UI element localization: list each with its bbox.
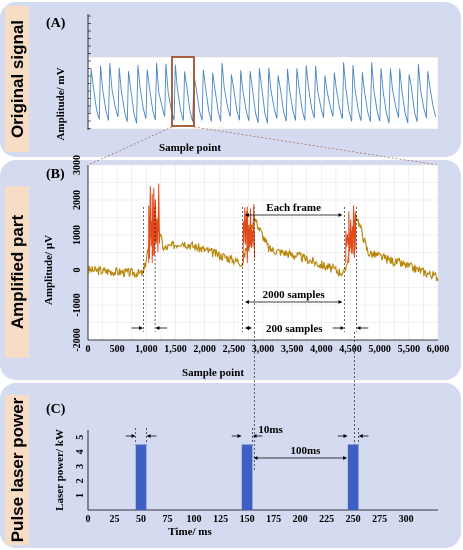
panel-b-xtick-label: 2,500 [223,344,246,355]
panel-b-xtick-label: 5,000 [368,344,391,355]
panel-c-xtick-label: 25 [110,514,120,525]
panel-b-label: (B) [46,167,65,182]
side-label-bottom: Pulse laser power [5,395,29,545]
panel-a-label: (A) [46,16,66,31]
panel-c-background [0,383,461,548]
panel-c-xtick-label: 75 [163,514,173,525]
panel-b-annotations [143,207,357,332]
panel-c-ytick-label: 4 [75,449,86,454]
panel-c-xtick-label: 100 [187,514,202,525]
panel-b-xtick-label: 500 [110,344,125,355]
panel-b-spike [151,183,160,263]
panel-b-y-ticks: -2000 -1000 0 1000 2000 3000 [72,155,83,352]
svg-text:Pulse laser power: Pulse laser power [8,397,27,542]
svg-text:Original signal: Original signal [8,20,27,138]
panel-c-xtick-label: 150 [240,514,255,525]
panel-b-xtick-label: 1,000 [135,344,158,355]
panel-b-xtick-label: 4,000 [310,344,333,355]
each-frame-label: Each frame [266,202,321,214]
panel-c-xtick-label: 275 [372,514,387,525]
panel-b-xtick-label: 3,500 [281,344,304,355]
panel-c-pulses [135,444,359,510]
side-label-middle: Amplified part [5,186,29,358]
panel-b-signal-line [87,213,439,282]
panel-b-xtick-label: 5,500 [398,344,421,355]
panel-a-xlabel: Sample point [159,142,221,154]
panel-c-xtick-label: 225 [319,514,334,525]
zoom-connector-right [193,126,439,166]
panel-b-spike [348,205,357,263]
width-label: 200 samples [266,323,323,335]
panel-c-ytick-label: 2 [75,478,86,483]
panel-b-xtick-label: 2,000 [193,344,216,355]
panel-c-xlabel: Time/ ms [168,526,212,538]
c-period-label: 100ms [290,445,321,457]
panel-b-ytick-label: -1000 [72,293,83,316]
panel-b-ytick-label: 3000 [72,155,83,175]
panel-b-ytick-label: 0 [72,268,83,273]
panel-c-xtick-label: 125 [213,514,228,525]
panel-c-xtick-label: 200 [293,514,308,525]
panel-b-x-ticks: 0 500 1,000 1,500 2,000 2,500 3,000 3,500 4,000 4… [86,344,450,355]
panel-b-xtick-label: 4,500 [339,344,362,355]
panel-c-xtick-label: 0 [86,514,91,525]
panel-a-zoom-box [171,56,195,127]
panel-c-y-ticks: 1 2 3 4 5 [75,435,86,498]
c-width-label: 10ms [258,424,283,436]
panel-c-ytick-label: 5 [75,435,86,440]
panel-c-ytick-label: 3 [75,464,86,469]
panel-b-xtick-label: 1,500 [164,344,187,355]
panel-b-ytick-label: -2000 [72,328,83,351]
panel-b-spikes [148,183,357,263]
laser-pulse-bar [347,444,359,510]
laser-pulse-bar [241,444,253,510]
panel-a-ylabel: Amplitude/ mV [55,67,67,140]
panel-b-ytick-label: 2000 [72,190,83,210]
panel-c-xtick-label: 250 [346,514,361,525]
panel-c-xtick-label: 175 [266,514,281,525]
panel-b-xtick-label: 3,000 [252,344,275,355]
panel-c-x-ticks: 0 25 50 75 100 125 150 175 200 225 250 275 300 [86,514,414,525]
panel-c-xtick-label: 50 [136,514,146,525]
panel-b-ylabel: Amplitude/ μV [43,235,55,305]
panel-b-spike [246,204,256,263]
svg-text:Amplified part: Amplified part [8,215,27,330]
laser-pulse-bar [135,444,147,510]
side-label-top: Original signal [5,6,29,152]
panel-b-xtick-label: 0 [86,344,91,355]
panel-b-ytick-label: 1000 [72,225,83,245]
zoom-connector-left [87,126,173,166]
panel-c-xtick-label: 300 [399,514,414,525]
panel-c-ylabel: Laser power/ kW [54,429,66,511]
panel-b-xtick-label: 6,000 [427,344,450,355]
panel-a-signal-line [89,62,437,124]
period-label: 2000 samples [263,289,326,301]
panel-c-ytick-label: 1 [75,493,86,498]
panel-b-xlabel: Sample point [182,367,244,379]
panel-c-label: (C) [46,402,66,417]
